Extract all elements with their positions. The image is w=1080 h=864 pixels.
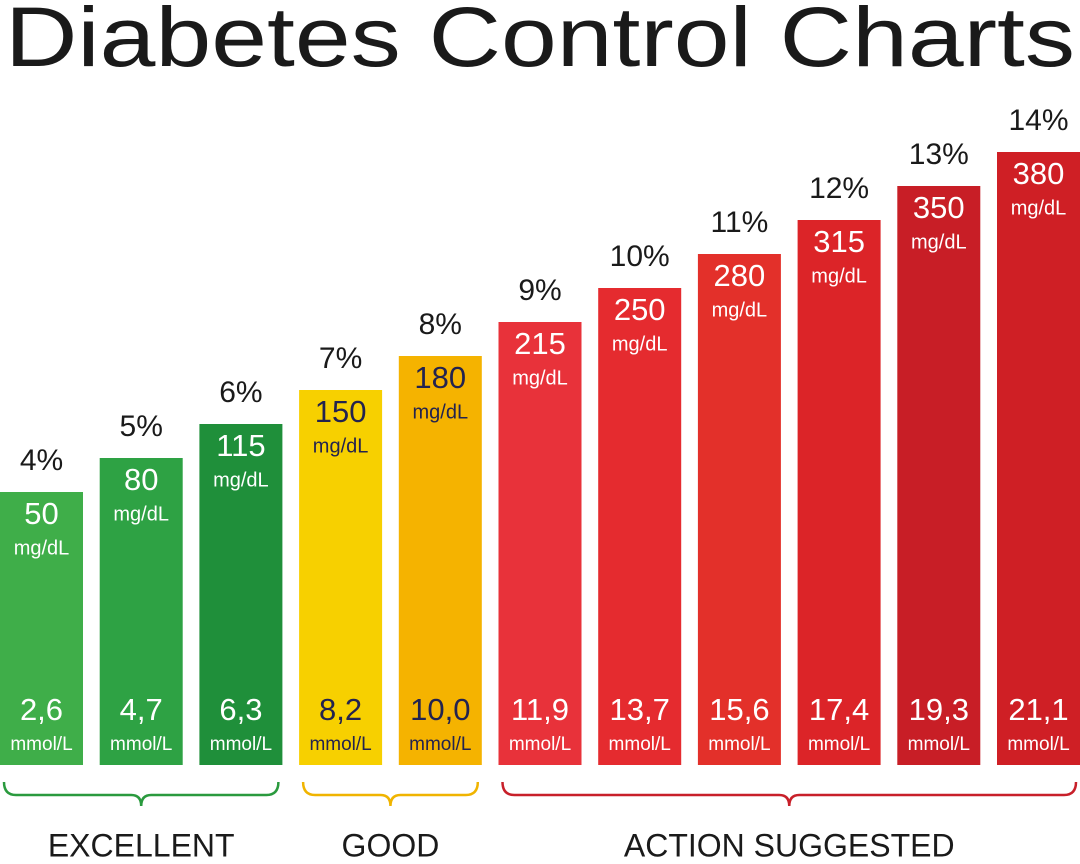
mmol-unit: mmol/L [808, 734, 870, 755]
bar [797, 220, 881, 765]
mg-value: 80 [124, 462, 158, 497]
bar [199, 424, 283, 765]
percent-label: 13% [909, 138, 969, 171]
bar [0, 492, 83, 765]
mmol-value: 11,9 [511, 692, 569, 727]
mg-unit: mg/dL [712, 299, 768, 321]
mmol-value: 17,4 [809, 692, 869, 727]
group-label: EXCELLENT [48, 827, 235, 863]
mg-unit: mg/dL [512, 367, 568, 389]
bar [99, 458, 183, 765]
chart-title: Diabetes Control Charts [5, 0, 1075, 84]
mg-value: 50 [24, 496, 58, 531]
mmol-value: 19,3 [909, 692, 969, 727]
bar [398, 356, 482, 765]
bar [598, 288, 682, 765]
percent-label: 7% [319, 342, 362, 375]
mmol-value: 21,1 [1008, 692, 1068, 727]
group-label: GOOD [342, 827, 440, 863]
group-brace [2, 781, 280, 807]
percent-label: 11% [710, 206, 768, 239]
mg-value: 150 [315, 394, 367, 429]
mmol-unit: mmol/L [409, 734, 471, 755]
percent-label: 6% [219, 376, 262, 409]
mg-unit: mg/dL [811, 265, 867, 287]
mg-unit: mg/dL [911, 231, 967, 253]
mg-unit: mg/dL [1011, 197, 1067, 219]
mg-unit: mg/dL [413, 401, 469, 423]
mmol-unit: mmol/L [509, 734, 571, 755]
percent-label: 10% [610, 240, 670, 273]
mmol-value: 13,7 [610, 692, 670, 727]
percent-label: 12% [809, 172, 869, 205]
bar [498, 322, 582, 765]
bar [697, 254, 781, 765]
mg-value: 115 [216, 428, 265, 463]
mmol-value: 15,6 [709, 692, 769, 727]
mg-value: 380 [1013, 156, 1065, 191]
bar [299, 390, 383, 765]
mmol-value: 2,6 [20, 692, 63, 727]
mmol-unit: mmol/L [10, 734, 72, 755]
mmol-value: 10,0 [410, 692, 470, 727]
bar [997, 152, 1080, 765]
mg-value: 180 [414, 360, 466, 395]
mmol-value: 4,7 [120, 692, 163, 727]
mg-value: 250 [614, 292, 666, 327]
mg-value: 280 [714, 258, 766, 293]
mg-value: 215 [514, 326, 566, 361]
mmol-unit: mmol/L [309, 734, 371, 755]
percent-label: 4% [20, 444, 63, 477]
group-brace [501, 781, 1078, 807]
bar [897, 186, 981, 765]
mmol-unit: mmol/L [609, 734, 671, 755]
mmol-unit: mmol/L [210, 734, 272, 755]
group-brace [301, 781, 480, 807]
mg-unit: mg/dL [113, 503, 169, 525]
mmol-unit: mmol/L [110, 734, 172, 755]
mg-unit: mg/dL [14, 537, 70, 559]
mmol-value: 8,2 [319, 692, 362, 727]
percent-label: 8% [419, 308, 462, 341]
percent-label: 5% [120, 410, 163, 443]
percent-label: 14% [1008, 104, 1068, 137]
mg-value: 315 [813, 224, 865, 259]
mg-unit: mg/dL [213, 469, 269, 491]
mg-value: 350 [913, 190, 965, 225]
mg-unit: mg/dL [313, 435, 369, 457]
mmol-unit: mmol/L [1007, 734, 1069, 755]
mmol-unit: mmol/L [708, 734, 770, 755]
group-label: ACTION SUGGESTED [624, 827, 955, 863]
mmol-unit: mmol/L [908, 734, 970, 755]
mg-unit: mg/dL [612, 333, 668, 355]
mmol-value: 6,3 [219, 692, 262, 727]
percent-label: 9% [518, 274, 561, 307]
